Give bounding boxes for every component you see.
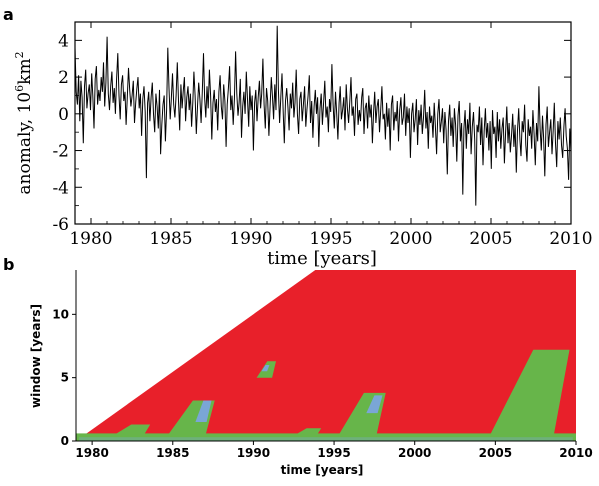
panel-b-x-axis: 1980 1985 1990 1995 2000 2005 2010 — [75, 441, 593, 460]
panel-b-y-axis-label: window [years] — [29, 304, 43, 408]
panel-a-y-tick-label: 2 — [58, 68, 69, 88]
panel-b-secondary-region — [488, 349, 570, 438]
panel-a-y-tick-label: -2 — [52, 142, 69, 162]
panel-b-main-region — [76, 270, 576, 441]
panel-b-label: b — [3, 255, 14, 274]
panel-b-y-tick-label: 5 — [61, 371, 69, 385]
panel-a-x-tick-label: 2005 — [469, 229, 512, 249]
panel-a-x-axis-label: time [years] — [267, 248, 377, 269]
panel-b-tertiary-band — [79, 437, 573, 441]
panel-b-tertiary-region — [195, 400, 212, 422]
panel-b-x-tick-label: 1985 — [156, 446, 189, 460]
panel-a-x-tick-label: 1980 — [69, 229, 112, 249]
panel-b-x-tick-label: 1995 — [317, 446, 350, 460]
panel-b-secondary-region — [288, 428, 322, 439]
panel-b-y-tick-label: 0 — [61, 434, 69, 448]
panel-a-x-tick-label: 1985 — [149, 229, 192, 249]
panel-b-x-tick-label: 2010 — [559, 446, 592, 460]
panel-a-x-tick-label: 1990 — [229, 229, 272, 249]
panel-b-y-tick-label: 10 — [52, 307, 69, 321]
panel-a-x-axis: 1980 1985 1990 1995 2000 2005 2010 — [69, 22, 593, 249]
panel-a-y-tick-label: -4 — [52, 178, 69, 198]
panel-b-secondary-band — [76, 433, 576, 441]
panel-b-heatmap — [76, 270, 576, 441]
panel-a-frame — [74, 21, 572, 225]
panel-b-tertiary-region — [261, 365, 270, 372]
panel-b-secondary-region — [108, 424, 151, 439]
panel-a-plot-area — [74, 25, 572, 206]
panel-a-label: a — [3, 5, 14, 24]
panel-a-y-axis-label: anomaly, 106km2 — [13, 51, 35, 194]
panel-a-y-tick-label: 4 — [58, 31, 69, 51]
panel-a-y-axis: -6 -4 -2 0 2 4 — [52, 21, 571, 235]
panel-a-y-tick-label: -6 — [52, 215, 69, 235]
panel-b-x-axis-label: time [years] — [281, 463, 364, 477]
panel-b-x-tick-label: 1980 — [75, 446, 108, 460]
panel-b-tertiary-region — [366, 395, 383, 414]
panel-b-y-axis: 0 5 10 — [52, 307, 76, 448]
panel-a-x-tick-label: 1995 — [309, 229, 352, 249]
panel-b-x-tick-label: 1990 — [237, 446, 270, 460]
panel-b-x-tick-label: 2000 — [398, 446, 431, 460]
panel-a-y-tick-label: 0 — [58, 105, 69, 125]
panel-b-x-tick-label: 2005 — [479, 446, 512, 460]
panel-a-series-line — [74, 25, 572, 206]
panel-a-x-tick-label: 2010 — [549, 229, 592, 249]
panel-a-x-tick-label: 2000 — [389, 229, 432, 249]
